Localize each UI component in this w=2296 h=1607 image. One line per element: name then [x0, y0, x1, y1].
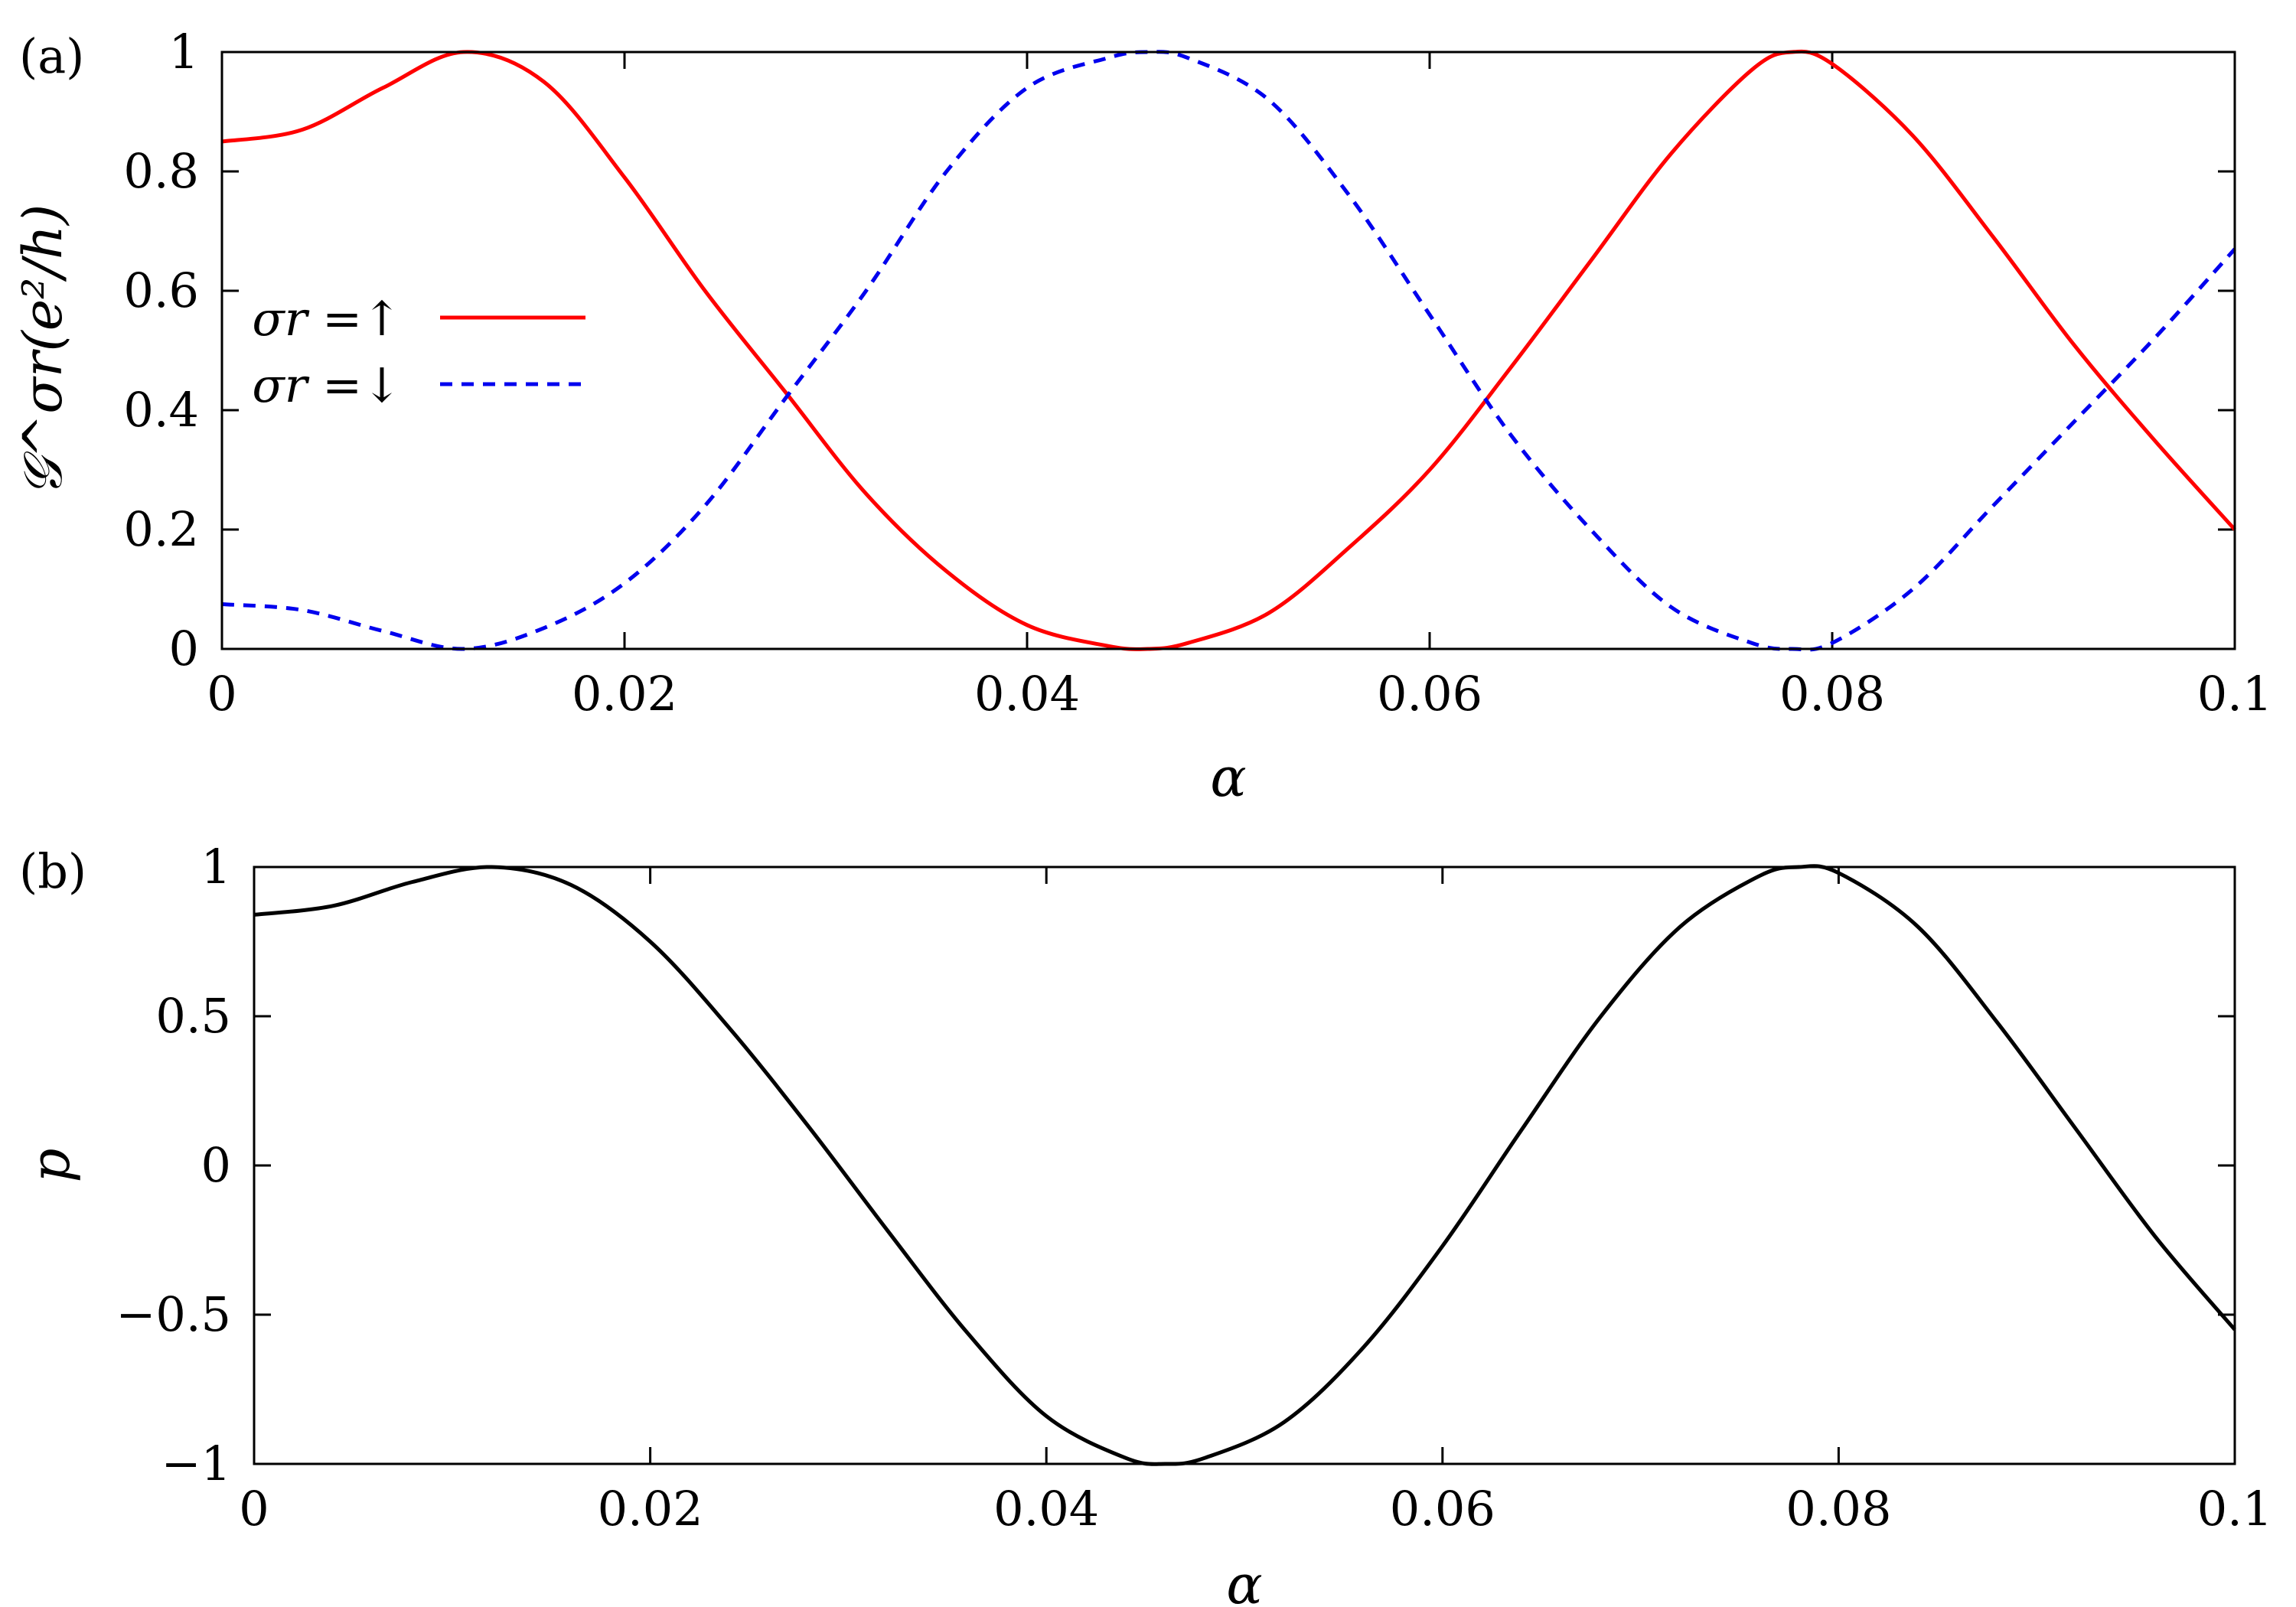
y-tick-label: 0 [201, 1137, 231, 1193]
x-tick-label: 0.02 [572, 666, 677, 722]
x-tick-label: 0.06 [1377, 666, 1482, 722]
y-tick-label: 0.2 [123, 501, 199, 557]
x-tick-label: 0.08 [1786, 1481, 1891, 1537]
panel-b-ylabel: p [19, 1149, 82, 1183]
panel-a-ticks [220, 51, 2236, 650]
x-tick-label: 0 [239, 1481, 269, 1537]
y-tick-label: 0.4 [123, 382, 199, 438]
legend-label-down: σr =↓ [252, 357, 402, 413]
y-tick-label: −1 [161, 1436, 231, 1491]
legend-label-up: σr =↑ [252, 291, 402, 347]
x-tick-label: 0 [207, 666, 236, 722]
x-tick-label: 0.06 [1390, 1481, 1495, 1537]
panel-b-frame [253, 865, 2236, 1465]
panel-a-frame [220, 51, 2236, 650]
x-tick-label: 0.1 [2197, 1481, 2273, 1537]
panel-b-xlabel: α [1226, 1553, 1262, 1607]
panel-a-series [221, 49, 2236, 652]
panel-b-tick-labels: 0 0.02 0.04 0.06 0.08 0.1 −1 −0.5 0 0.5 1 [116, 839, 2272, 1537]
panel-b-label: (b) [19, 843, 86, 899]
panel-b-series [253, 864, 2236, 1466]
panel-a-label: (a) [19, 28, 84, 84]
y-tick-label: 0 [169, 621, 199, 676]
panel-a-xlabel: α [1210, 746, 1246, 809]
panel-a-tick-labels: 0 0.02 0.04 0.06 0.08 0.1 0 0.2 0.4 0.6 0.8 1 [123, 24, 2272, 722]
panel-a: (a) 0 0.02 0.04 0.06 0.08 0.1 0 0.2 0.4 0.6 0.8 1 α… [11, 24, 2272, 809]
series-line-p [253, 864, 2236, 1466]
x-tick-label: 0.02 [598, 1481, 703, 1537]
x-tick-label: 0.1 [2197, 666, 2273, 722]
legend: σr =↑ σr =↓ [252, 291, 585, 413]
x-tick-label: 0.04 [974, 666, 1080, 722]
x-tick-label: 0.04 [993, 1481, 1099, 1537]
panel-a-ylabel: 𝒢^σr(e²/h) [11, 204, 74, 497]
series-line-down [221, 50, 2236, 652]
y-tick-label: 0.6 [123, 262, 199, 318]
series-line-up [221, 49, 2236, 651]
y-tick-label: 0.8 [123, 143, 199, 199]
y-tick-label: 1 [201, 839, 231, 895]
x-tick-label: 0.08 [1779, 666, 1885, 722]
y-tick-label: 1 [169, 24, 199, 80]
panel-b-ticks [253, 865, 2236, 1465]
y-tick-label: −0.5 [116, 1286, 231, 1342]
y-tick-label: 0.5 [155, 988, 231, 1044]
panel-b: (b) 0 0.02 0.04 0.06 0.08 0.1 −1 −0.5 0 0.5 1 α p [19, 839, 2272, 1607]
